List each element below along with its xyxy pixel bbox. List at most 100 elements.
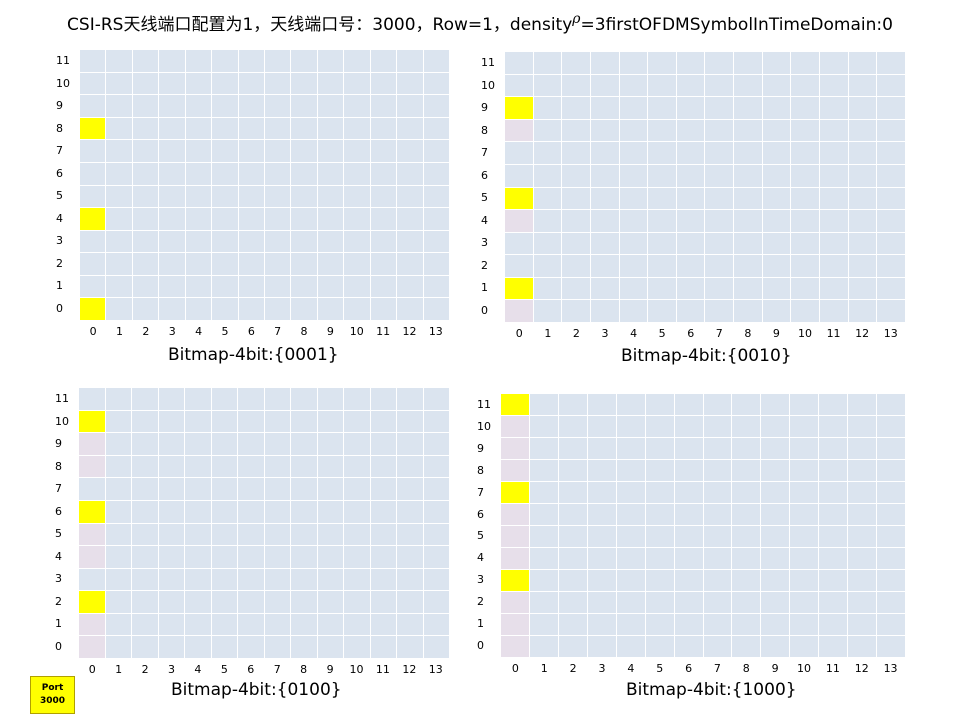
x-tick-label: 8 (742, 662, 750, 675)
y-tick-label: 10 (56, 76, 70, 90)
re-cell (80, 50, 106, 72)
re-cell (132, 298, 159, 320)
re-cell (674, 504, 703, 525)
re-cell (106, 140, 132, 162)
re-cell (562, 97, 590, 119)
re-cell (291, 253, 317, 275)
re-cell (819, 482, 848, 503)
re-cell (648, 142, 676, 164)
re-cell (423, 410, 449, 433)
re-cell (265, 162, 291, 185)
re-cell (264, 410, 290, 433)
x-tick-label: 2 (569, 662, 577, 675)
re-cell (732, 570, 761, 591)
x-tick-label: 3 (168, 325, 176, 338)
re-cell (79, 455, 105, 478)
re-cell (238, 275, 264, 298)
re-cell (185, 230, 212, 253)
re-cell (505, 187, 533, 210)
re-cell (762, 232, 791, 255)
re-cell (79, 388, 105, 410)
re-cell (848, 592, 877, 613)
re-cell (264, 500, 290, 523)
re-cell (734, 97, 762, 119)
re-cell (344, 140, 370, 162)
re-cell (562, 277, 590, 300)
re-cell (529, 548, 558, 569)
re-cell (106, 230, 132, 253)
re-cell (790, 438, 819, 459)
re-cell (132, 230, 159, 253)
re-cell (820, 210, 848, 232)
re-cell (238, 95, 264, 117)
re-cell (185, 72, 212, 95)
re-cell (185, 455, 211, 478)
re-cell (344, 636, 370, 658)
x-tick-label: 0 (511, 662, 519, 675)
re-cell (132, 185, 159, 208)
re-cell (703, 504, 732, 525)
x-tick-label: 13 (883, 327, 898, 340)
re-cell (587, 526, 616, 547)
re-cell (619, 164, 648, 187)
re-cell (732, 482, 761, 503)
x-tick-label: 9 (772, 327, 780, 340)
y-tick-label: 3 (56, 234, 63, 248)
re-cell (705, 164, 734, 187)
re-cell (238, 546, 264, 568)
re-cell (848, 416, 877, 437)
re-cell (674, 548, 703, 569)
re-cell (185, 591, 211, 613)
re-cell (562, 210, 590, 232)
re-cell (370, 253, 397, 275)
re-cell (265, 50, 291, 72)
re-cell (132, 591, 158, 613)
re-cell (558, 504, 587, 525)
re-cell (558, 570, 587, 591)
re-cell (676, 97, 705, 119)
re-cell (590, 277, 619, 300)
re-cell (264, 636, 290, 658)
re-cell (212, 208, 238, 230)
re-cell (533, 187, 562, 210)
re-cell (317, 50, 344, 72)
re-cell (645, 416, 674, 437)
re-cell (732, 614, 761, 635)
re-cell (877, 614, 905, 635)
re-cell (761, 636, 790, 657)
y-tick-label: 11 (56, 54, 70, 68)
re-cell (423, 433, 449, 455)
re-cell (185, 298, 212, 320)
re-cell (648, 255, 676, 277)
x-tick-label: 5 (656, 662, 664, 675)
y-tick-label: 8 (56, 121, 63, 135)
y-tick-label: 8 (481, 123, 488, 137)
re-cell (501, 394, 529, 415)
y-tick-label: 6 (477, 507, 484, 521)
re-cell (79, 433, 105, 455)
y-tick-label: 11 (55, 392, 69, 406)
re-cell (105, 591, 131, 613)
re-cell (732, 504, 761, 525)
re-cell (344, 546, 370, 568)
re-cell (676, 52, 705, 74)
port-badge: Port 3000 (30, 676, 75, 714)
re-cell (819, 548, 848, 569)
re-cell (619, 52, 648, 74)
re-cell (761, 504, 790, 525)
y-tick-label: 1 (56, 279, 63, 293)
re-cell (703, 526, 732, 547)
re-cell (185, 162, 212, 185)
re-cell (132, 253, 159, 275)
re-cell (105, 568, 131, 591)
y-tick-label: 0 (55, 639, 62, 653)
re-cell (790, 570, 819, 591)
re-cell (185, 478, 211, 500)
re-cell (762, 142, 791, 164)
re-cell (587, 416, 616, 437)
re-cell (705, 277, 734, 300)
x-tick-label: 8 (744, 327, 752, 340)
re-cell (705, 119, 734, 142)
re-cell (674, 614, 703, 635)
re-cell (558, 592, 587, 613)
